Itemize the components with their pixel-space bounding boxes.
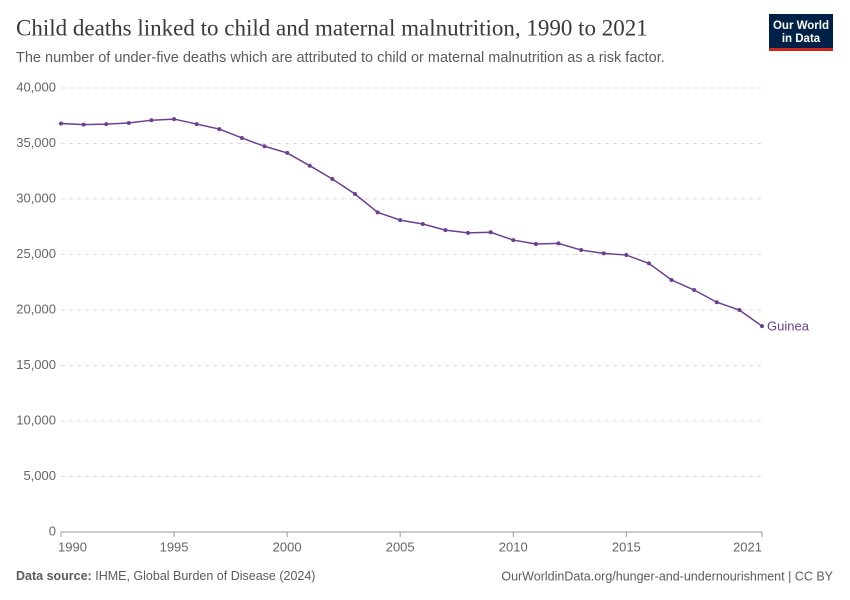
point — [285, 150, 290, 155]
point — [760, 324, 764, 329]
point — [488, 230, 493, 235]
line — [60, 118, 763, 327]
source: Data source: IHME, Global Burden of Dise… — [16, 569, 315, 583]
point — [511, 238, 516, 243]
point — [398, 218, 403, 223]
point — [533, 241, 538, 246]
x-tick-label: 2010 — [499, 539, 528, 554]
point — [217, 127, 222, 132]
point — [330, 177, 335, 182]
point — [579, 248, 584, 253]
point — [81, 122, 86, 127]
logo-bar — [769, 48, 833, 51]
point — [104, 122, 109, 127]
source-text: IHME, Global Burden of Disease (2024) — [95, 569, 315, 583]
point — [307, 163, 312, 168]
point — [669, 278, 674, 283]
logo-text: in Data — [782, 33, 821, 45]
point — [420, 221, 425, 226]
chart-subtitle: The number of under-five deaths which ar… — [16, 50, 665, 66]
point — [466, 230, 471, 235]
point — [172, 117, 177, 122]
point — [262, 144, 267, 149]
x-tick-label: 2015 — [612, 539, 641, 554]
series-label: Guinea — [767, 319, 810, 334]
logo-box — [769, 14, 833, 50]
point — [443, 228, 448, 233]
x-tick-label: 2021 — [733, 539, 762, 554]
point — [194, 122, 199, 127]
y-tick-label: 0 — [49, 523, 56, 538]
y-tick-label: 35,000 — [16, 135, 56, 150]
y-tick-label: 10,000 — [16, 412, 56, 427]
point — [646, 261, 651, 266]
point — [126, 120, 131, 125]
point — [601, 251, 606, 256]
source-label: Data source: — [16, 569, 92, 583]
x-tick-label: 2005 — [386, 539, 415, 554]
point — [737, 308, 742, 312]
y-tick-label: 30,000 — [16, 190, 56, 205]
x-tick-label: 1990 — [58, 539, 87, 554]
logo-text: Our World — [773, 20, 829, 32]
chart-title: Child deaths linked to child and materna… — [16, 15, 648, 40]
point — [352, 192, 357, 197]
point — [556, 241, 561, 246]
y-tick-label: 5,000 — [23, 468, 56, 483]
y-tick-label: 25,000 — [16, 246, 56, 261]
logo[interactable]: Our World in Data — [769, 14, 833, 51]
point — [375, 210, 380, 215]
point — [714, 300, 719, 305]
point — [239, 135, 244, 140]
x-tick-label: 2000 — [273, 539, 302, 554]
point — [692, 288, 697, 293]
y-tick-label: 40,000 — [16, 79, 56, 94]
point — [149, 118, 154, 123]
point — [624, 253, 629, 258]
y-tick-label: 20,000 — [16, 301, 56, 316]
footer-link[interactable]: OurWorldinData.org/hunger-and-undernouri… — [501, 569, 833, 583]
point — [59, 121, 63, 126]
x-tick-label: 1995 — [160, 539, 189, 554]
y-tick-label: 15,000 — [16, 357, 56, 372]
